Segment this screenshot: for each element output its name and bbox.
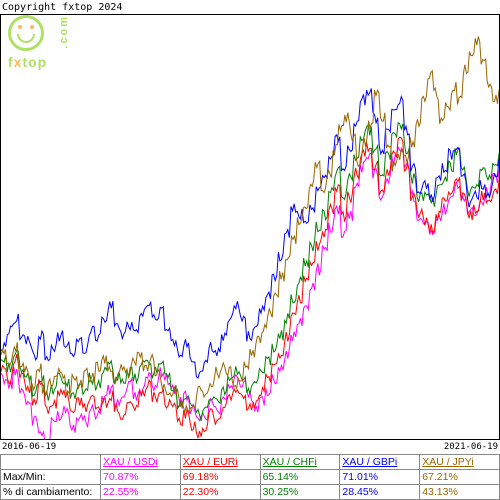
price-chart <box>0 14 500 440</box>
stats-table: XAU / USDiXAU / EURiXAU / CHFiXAU / GBPi… <box>0 454 500 500</box>
series-line <box>1 88 499 378</box>
stat-cell: 30.25% <box>260 485 340 500</box>
stat-cell: 67.21% <box>420 470 500 485</box>
stat-cell: 22.55% <box>101 485 181 500</box>
stat-cell: 43.13% <box>420 485 500 500</box>
series-link[interactable]: XAU / GBPi <box>340 455 420 470</box>
stat-cell: 69.18% <box>180 470 260 485</box>
x-axis-start: 2016-06-19 <box>2 442 56 452</box>
series-link[interactable]: XAU / EURi <box>180 455 260 470</box>
x-axis-end: 2021-06-19 <box>444 442 498 452</box>
chart-svg <box>1 15 499 439</box>
series-link[interactable]: XAU / CHFi <box>260 455 340 470</box>
table-row: Max/Min:70.87%69.18%65.14%71.01%67.21% <box>1 470 500 485</box>
series-link[interactable]: XAU / USDi <box>101 455 181 470</box>
table-row: XAU / USDiXAU / EURiXAU / CHFiXAU / GBPi… <box>1 455 500 470</box>
series-line <box>1 123 499 421</box>
row-header: % di cambiamento: <box>1 485 101 500</box>
copyright-text: Copyright fxtop 2024 <box>2 2 122 13</box>
table-row: % di cambiamento:22.55%22.30%30.25%28.45… <box>1 485 500 500</box>
stat-cell: 71.01% <box>340 470 420 485</box>
row-header <box>1 455 101 470</box>
row-header: Max/Min: <box>1 470 101 485</box>
stat-cell: 22.30% <box>180 485 260 500</box>
stat-cell: 65.14% <box>260 470 340 485</box>
stat-cell: 70.87% <box>101 470 181 485</box>
series-link[interactable]: XAU / JPYi <box>420 455 500 470</box>
stat-cell: 28.45% <box>340 485 420 500</box>
